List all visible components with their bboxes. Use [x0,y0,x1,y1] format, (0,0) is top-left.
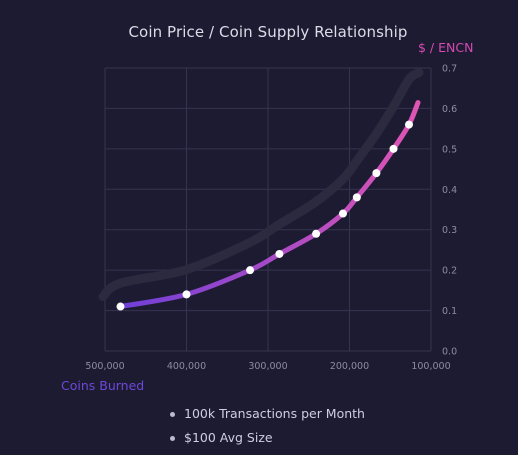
legend-item-avg-size: $100 Avg Size [168,429,365,453]
x-tick-label: 500,000 [85,361,124,372]
bullet-icon [170,412,175,417]
y-tick-label: 0.4 [442,185,457,196]
x-tick-label: 200,000 [330,361,369,372]
data-point [389,144,398,153]
y-axis-unit-label: $ / ENCN [418,40,474,55]
bullet-icon [170,436,175,441]
data-point [338,209,347,218]
data-point [312,229,321,238]
y-tick-label: 0.2 [442,266,457,277]
y-tick-label: 0.0 [442,347,457,358]
data-point [372,169,381,178]
y-tick-labels: 0.0 0.1 0.2 0.3 0.4 0.5 0.6 0.7 [442,64,457,358]
x-axis-label: Coins Burned [61,378,145,393]
x-tick-label: 400,000 [167,361,206,372]
x-tick-labels: 500,000 400,000 300,000 200,000 100,000 [85,361,450,372]
data-point [246,266,255,275]
y-tick-label: 0.7 [442,64,457,75]
ghost-curve [98,68,424,302]
data-point [404,120,413,129]
legend-item-transactions: 100k Transactions per Month [168,405,365,429]
x-tick-label: 100,000 [411,361,450,372]
x-tick-label: 300,000 [248,361,287,372]
y-tick-label: 0.6 [442,104,457,115]
y-tick-label: 0.1 [442,306,457,317]
y-tick-label: 0.3 [442,225,457,236]
y-tick-label: 0.5 [442,144,457,155]
ghost-curve-layer [98,68,424,302]
legend-item-label: 100k Transactions per Month [184,406,365,421]
data-point [275,249,284,258]
data-point [352,193,361,202]
data-point [182,290,191,299]
grid-layer [104,67,432,352]
legend-list: 100k Transactions per Month $100 Avg Siz… [168,405,365,453]
data-points-layer [116,120,413,311]
chart-title: Coin Price / Coin Supply Relationship [128,23,408,41]
data-point [116,302,125,311]
legend-item-label: $100 Avg Size [184,430,273,445]
